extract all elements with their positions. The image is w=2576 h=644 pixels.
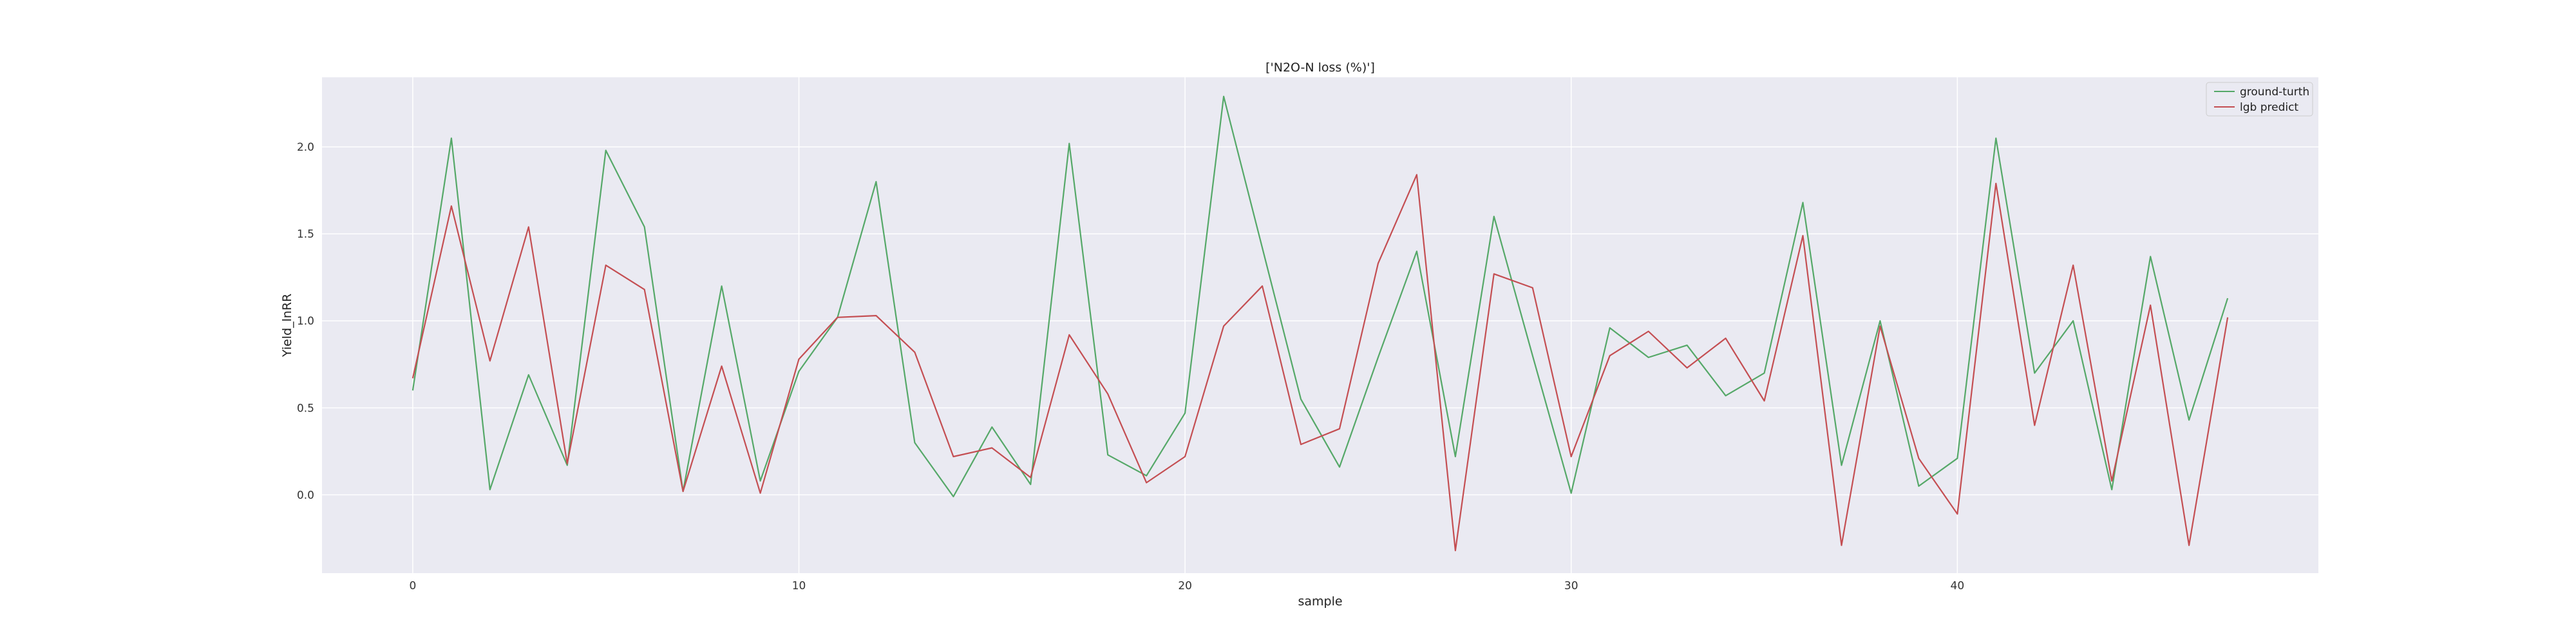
y-axis-title: Yield_lnRR — [280, 294, 294, 357]
series-line-ground-turth — [412, 95, 2229, 498]
plot-area — [322, 77, 2318, 573]
series-line-lgb-predict — [412, 174, 2229, 552]
y-tick-label: 0.5 — [297, 402, 314, 415]
tick-labels: 0 10 20 30 40 0.0 0.5 1.0 1.5 2.0 — [297, 141, 1964, 592]
x-tick-label: 0 — [409, 580, 416, 592]
legend: ground-turth lgb predict — [2206, 82, 2313, 117]
series-lines — [412, 95, 2229, 552]
y-tick-label: 1.5 — [297, 228, 314, 241]
y-tick-label: 1.0 — [297, 315, 314, 328]
legend-label-lgb-predict: lgb predict — [2240, 101, 2298, 114]
x-tick-label: 20 — [1178, 580, 1192, 592]
grid — [322, 77, 2318, 573]
y-tick-label: 0.0 — [297, 489, 314, 502]
x-tick-label: 30 — [1564, 580, 1578, 592]
y-tick-label: 2.0 — [297, 141, 314, 154]
x-tick-label: 40 — [1951, 580, 1965, 592]
chart-title: ['N2O-N loss (%)'] — [1265, 61, 1375, 75]
legend-label-ground-turth: ground-turth — [2240, 86, 2309, 99]
x-axis-title: sample — [1298, 594, 1342, 609]
x-tick-label: 10 — [792, 580, 806, 592]
